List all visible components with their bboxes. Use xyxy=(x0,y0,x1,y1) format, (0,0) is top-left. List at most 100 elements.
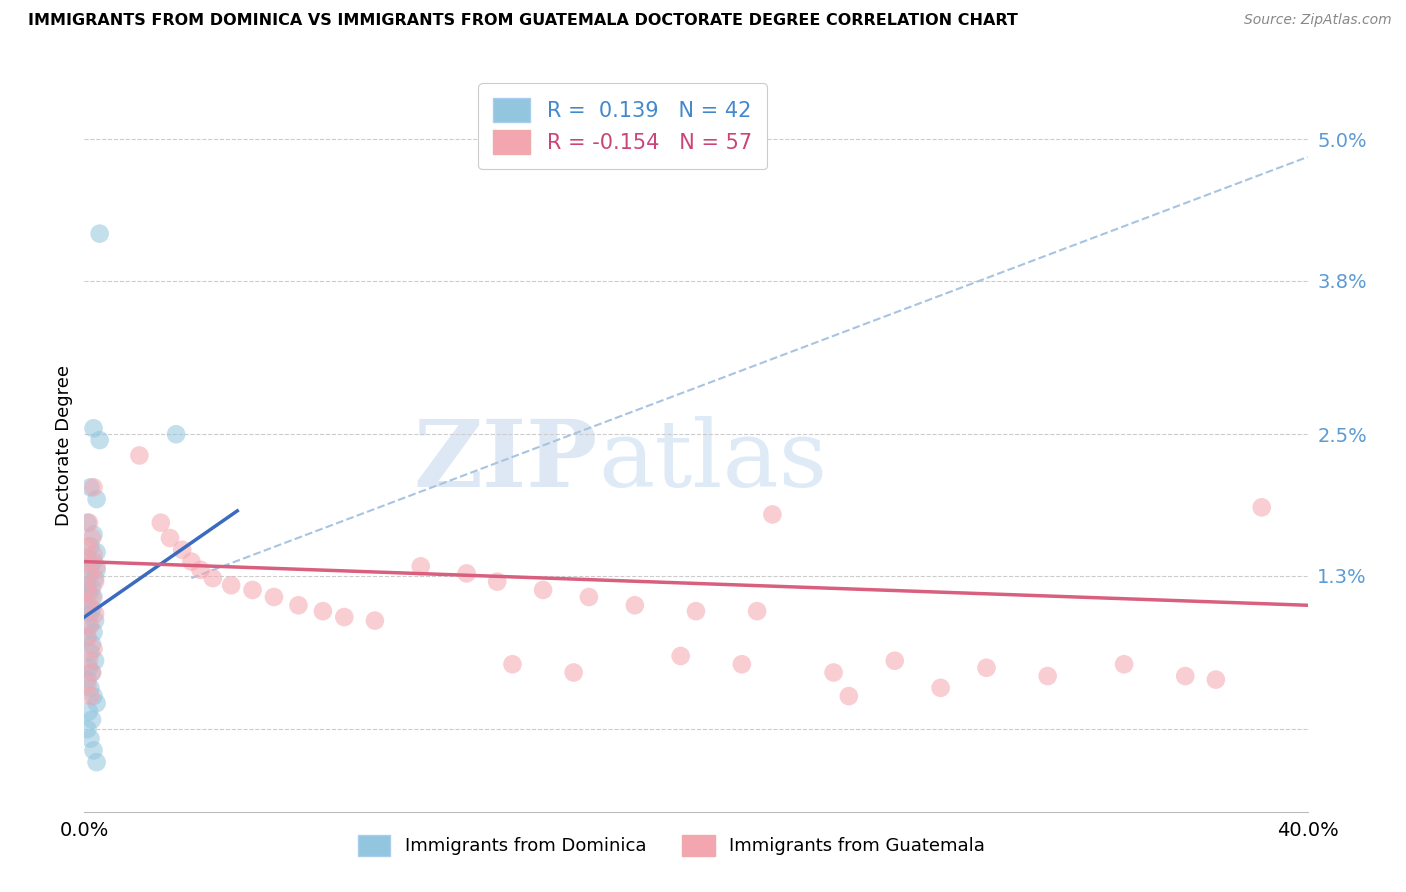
Point xyxy=(80,713,103,727)
Point xyxy=(76,599,98,613)
Point xyxy=(747,604,769,618)
Point xyxy=(312,604,335,618)
Point xyxy=(76,673,98,687)
Point xyxy=(76,677,98,691)
Point xyxy=(83,625,105,640)
Point xyxy=(731,657,754,672)
Point xyxy=(79,607,101,621)
Point xyxy=(79,689,101,703)
Point xyxy=(79,645,101,659)
Point xyxy=(1205,673,1227,687)
Point xyxy=(929,681,952,695)
Point xyxy=(190,563,212,577)
Point xyxy=(83,527,105,541)
Point xyxy=(84,607,107,621)
Point xyxy=(409,559,432,574)
Point xyxy=(77,599,100,613)
Text: Source: ZipAtlas.com: Source: ZipAtlas.com xyxy=(1244,13,1392,28)
Point xyxy=(80,665,103,680)
Y-axis label: Doctorate Degree: Doctorate Degree xyxy=(55,366,73,526)
Point xyxy=(578,590,600,604)
Point xyxy=(263,590,285,604)
Point xyxy=(84,614,107,628)
Point xyxy=(624,599,647,613)
Point xyxy=(201,571,224,585)
Point xyxy=(83,421,105,435)
Point xyxy=(172,542,194,557)
Point xyxy=(83,641,105,656)
Point xyxy=(79,566,101,581)
Point xyxy=(79,559,101,574)
Point xyxy=(364,614,387,628)
Point xyxy=(83,689,105,703)
Point xyxy=(79,731,101,746)
Point xyxy=(76,630,98,644)
Point xyxy=(83,555,105,569)
Point xyxy=(83,480,105,494)
Point xyxy=(83,743,105,757)
Point xyxy=(562,665,585,680)
Point xyxy=(84,571,107,585)
Point xyxy=(531,582,554,597)
Point xyxy=(83,548,105,562)
Point xyxy=(80,602,103,616)
Point xyxy=(76,539,98,553)
Point xyxy=(1114,657,1136,672)
Point xyxy=(128,449,150,463)
Point xyxy=(1174,669,1197,683)
Point xyxy=(165,427,187,442)
Point xyxy=(76,516,98,530)
Point xyxy=(77,586,100,600)
Point xyxy=(80,581,103,595)
Point xyxy=(976,661,998,675)
Point xyxy=(86,696,108,710)
Point xyxy=(79,480,101,494)
Point xyxy=(89,227,111,241)
Point xyxy=(79,539,101,553)
Point xyxy=(823,665,845,680)
Point xyxy=(333,610,356,624)
Point xyxy=(76,582,98,597)
Point xyxy=(761,508,783,522)
Point xyxy=(80,665,103,680)
Point xyxy=(86,492,108,507)
Legend: Immigrants from Dominica, Immigrants from Guatemala: Immigrants from Dominica, Immigrants fro… xyxy=(346,822,998,869)
Point xyxy=(456,566,478,581)
Point xyxy=(77,516,100,530)
Point xyxy=(79,681,101,695)
Point xyxy=(86,559,108,574)
Point xyxy=(89,433,111,447)
Point xyxy=(287,599,309,613)
Point xyxy=(669,648,692,663)
Point xyxy=(77,618,100,632)
Point xyxy=(76,578,98,592)
Point xyxy=(76,551,98,566)
Point xyxy=(159,531,181,545)
Point xyxy=(84,654,107,668)
Point xyxy=(83,590,105,604)
Point xyxy=(86,755,108,769)
Point xyxy=(149,516,172,530)
Point xyxy=(86,545,108,559)
Point xyxy=(80,637,103,651)
Point xyxy=(77,654,100,668)
Point xyxy=(219,578,242,592)
Point xyxy=(77,661,100,675)
Point xyxy=(180,555,202,569)
Point xyxy=(1036,669,1059,683)
Point xyxy=(80,590,103,604)
Point xyxy=(77,568,100,582)
Point xyxy=(1250,500,1272,515)
Point xyxy=(79,618,101,632)
Point xyxy=(84,574,107,589)
Point xyxy=(76,630,98,644)
Text: ZIP: ZIP xyxy=(413,416,598,506)
Point xyxy=(838,689,860,703)
Point xyxy=(685,604,707,618)
Point xyxy=(77,555,100,569)
Point xyxy=(80,531,103,545)
Text: atlas: atlas xyxy=(598,416,827,506)
Point xyxy=(502,657,524,672)
Point xyxy=(242,582,264,597)
Point xyxy=(86,563,108,577)
